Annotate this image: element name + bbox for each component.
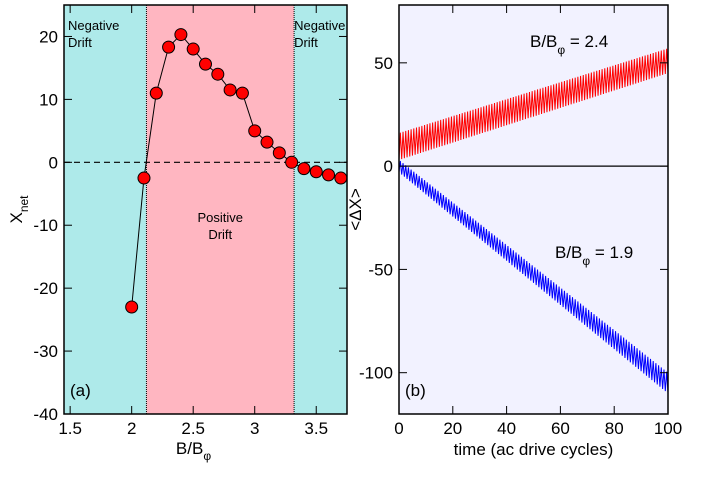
text-part: B/B [555,243,582,262]
data-point [322,168,336,182]
data-point [285,155,299,169]
y-tick-label: -10 [33,216,58,235]
oscillation [399,160,668,394]
data-point [260,135,274,149]
text-part: = 1.9 [590,243,633,262]
data-point [125,300,139,314]
y-tick-label: -40 [33,405,58,424]
plot-frame [63,4,348,415]
x-axis-label: time (ac drive cycles) [454,440,614,459]
data-point [235,86,249,100]
plot-area [64,5,347,414]
region-label: Drift [68,35,92,50]
x-tick-label: 60 [551,419,570,438]
data-point [199,57,212,71]
data-point [162,40,176,54]
region-label: Negative [294,18,345,33]
data-point [211,67,225,81]
data-point [137,171,151,185]
y-tick-label: 0 [384,157,393,176]
data-point [297,162,311,176]
y-tick-label: 20 [39,27,58,46]
text-part: φ [203,449,211,463]
y-tick-label: 50 [374,54,393,73]
region-label: Drift [294,35,318,50]
text-part: φ [557,43,565,57]
text-part: B/B [530,32,557,51]
data-point [174,28,188,42]
x-tick-label: 2 [127,419,136,438]
plot-area [399,5,668,414]
x-tick-label: 1.5 [58,419,82,438]
x-axis-label: B/Bφ [176,439,211,463]
y-tick-label: -20 [33,279,58,298]
panel-label: (a) [70,381,91,400]
x-tick-label: 20 [443,419,462,438]
y-axis-label: Xnet [7,195,31,224]
series-label: B/Bφ = 2.4 [530,32,608,57]
y-tick-label: 10 [39,90,58,109]
text-part: B/B [176,439,203,458]
series-label: B/Bφ = 1.9 [555,243,633,268]
y-tick-label: -100 [359,364,393,383]
x-tick-label: 40 [497,419,516,438]
plot-frame [398,4,669,415]
x-tick-label: 100 [654,419,682,438]
region-label: Positive [197,210,243,225]
data-point [186,42,200,56]
data-point [334,171,347,185]
y-axis-label: <ΔX> [346,188,365,231]
text-part: net [17,195,31,212]
data-point [272,146,286,160]
text-part: φ [582,254,590,268]
region [294,5,347,414]
data-point [223,83,237,97]
text-part: = 2.4 [565,32,608,51]
region-label: Drift [208,227,232,242]
region-label: Negative [68,18,119,33]
x-tick-label: 80 [605,419,624,438]
panel-label: (b) [405,381,426,400]
oscillation [399,48,668,160]
x-tick-label: 2.5 [181,419,205,438]
data-point [309,165,323,179]
data-point [149,86,163,100]
x-tick-label: 3.5 [304,419,328,438]
x-tick-label: 0 [394,419,403,438]
region [64,5,147,414]
data-point [248,124,262,138]
y-tick-label: -50 [368,260,393,279]
y-tick-label: -30 [33,342,58,361]
x-tick-label: 3 [250,419,259,438]
text-part: X [7,212,26,223]
y-tick-label: 0 [49,153,58,172]
